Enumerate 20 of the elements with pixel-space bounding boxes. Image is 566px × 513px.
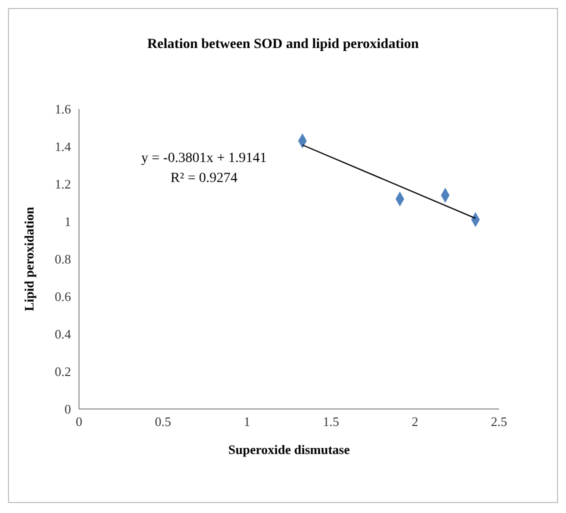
y-tick-label: 0.6 xyxy=(54,289,72,304)
x-tick-label: 0.5 xyxy=(154,414,172,430)
x-tick-label: 2 xyxy=(412,414,418,430)
chart-title: Relation between SOD and lipid peroxidation xyxy=(146,37,420,53)
y-tick-label: 0.2 xyxy=(54,364,71,380)
x-tick-label: 1 xyxy=(244,414,250,430)
x-tick-label: 2.5 xyxy=(490,414,508,430)
annotation: y = -0.3801x + 1.9141 xyxy=(140,150,268,168)
y-tick-label: 1 xyxy=(64,214,71,230)
x-tick-label: 0 xyxy=(76,414,82,430)
y-tick-label: 0.4 xyxy=(54,326,72,342)
y-tick-label: 1.4 xyxy=(54,139,72,154)
y-tick-label: 0.8 xyxy=(54,252,71,267)
y-tick-label: 1.6 xyxy=(54,102,72,117)
annotation: R² = 0.9274 xyxy=(170,170,238,188)
x-axis-title: Superoxide dismutase xyxy=(228,442,350,457)
y-tick-label: 0 xyxy=(64,402,71,417)
x-tick-label: 1.5 xyxy=(322,414,340,430)
y-axis-title: Lipid peroxidation xyxy=(22,206,37,312)
y-tick-label: 1.2 xyxy=(54,176,71,192)
